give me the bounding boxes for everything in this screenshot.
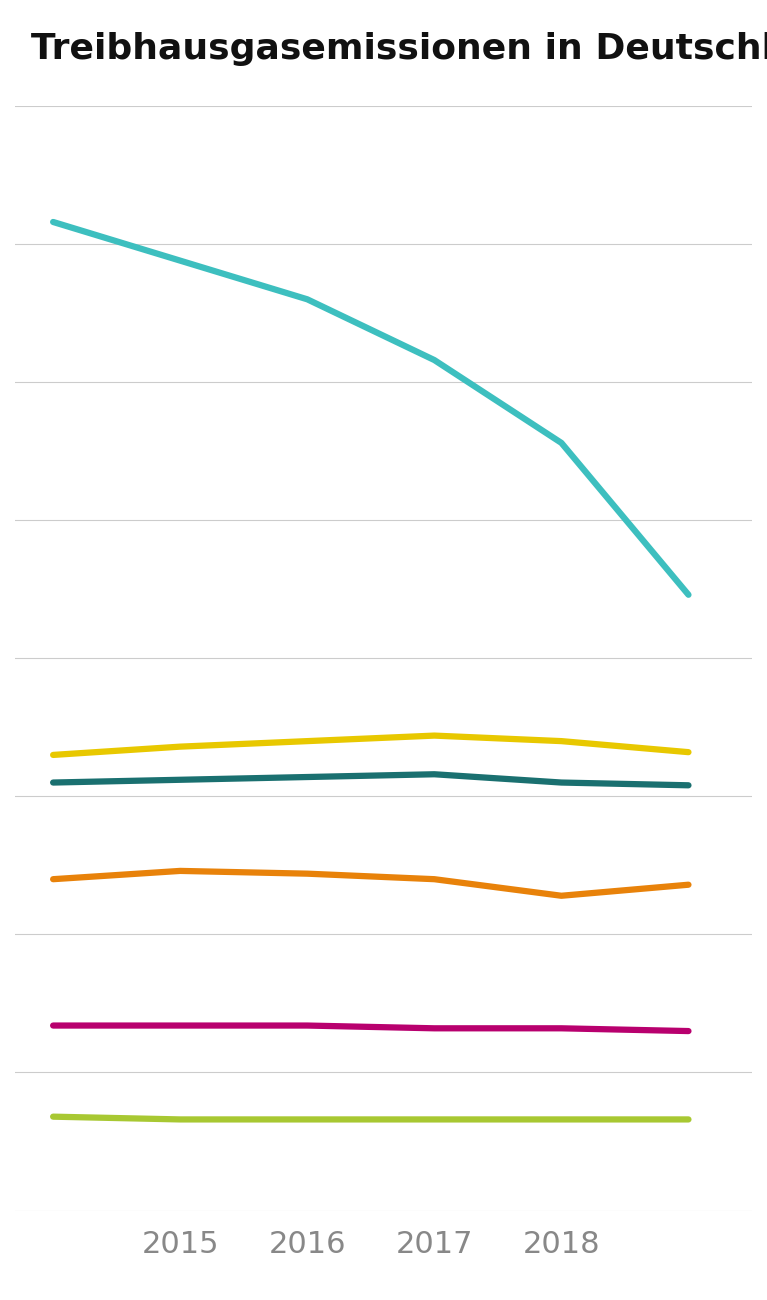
Text: Treibhausgasemissionen in Deutschland: Treibhausgasemissionen in Deutschland [31,32,767,66]
